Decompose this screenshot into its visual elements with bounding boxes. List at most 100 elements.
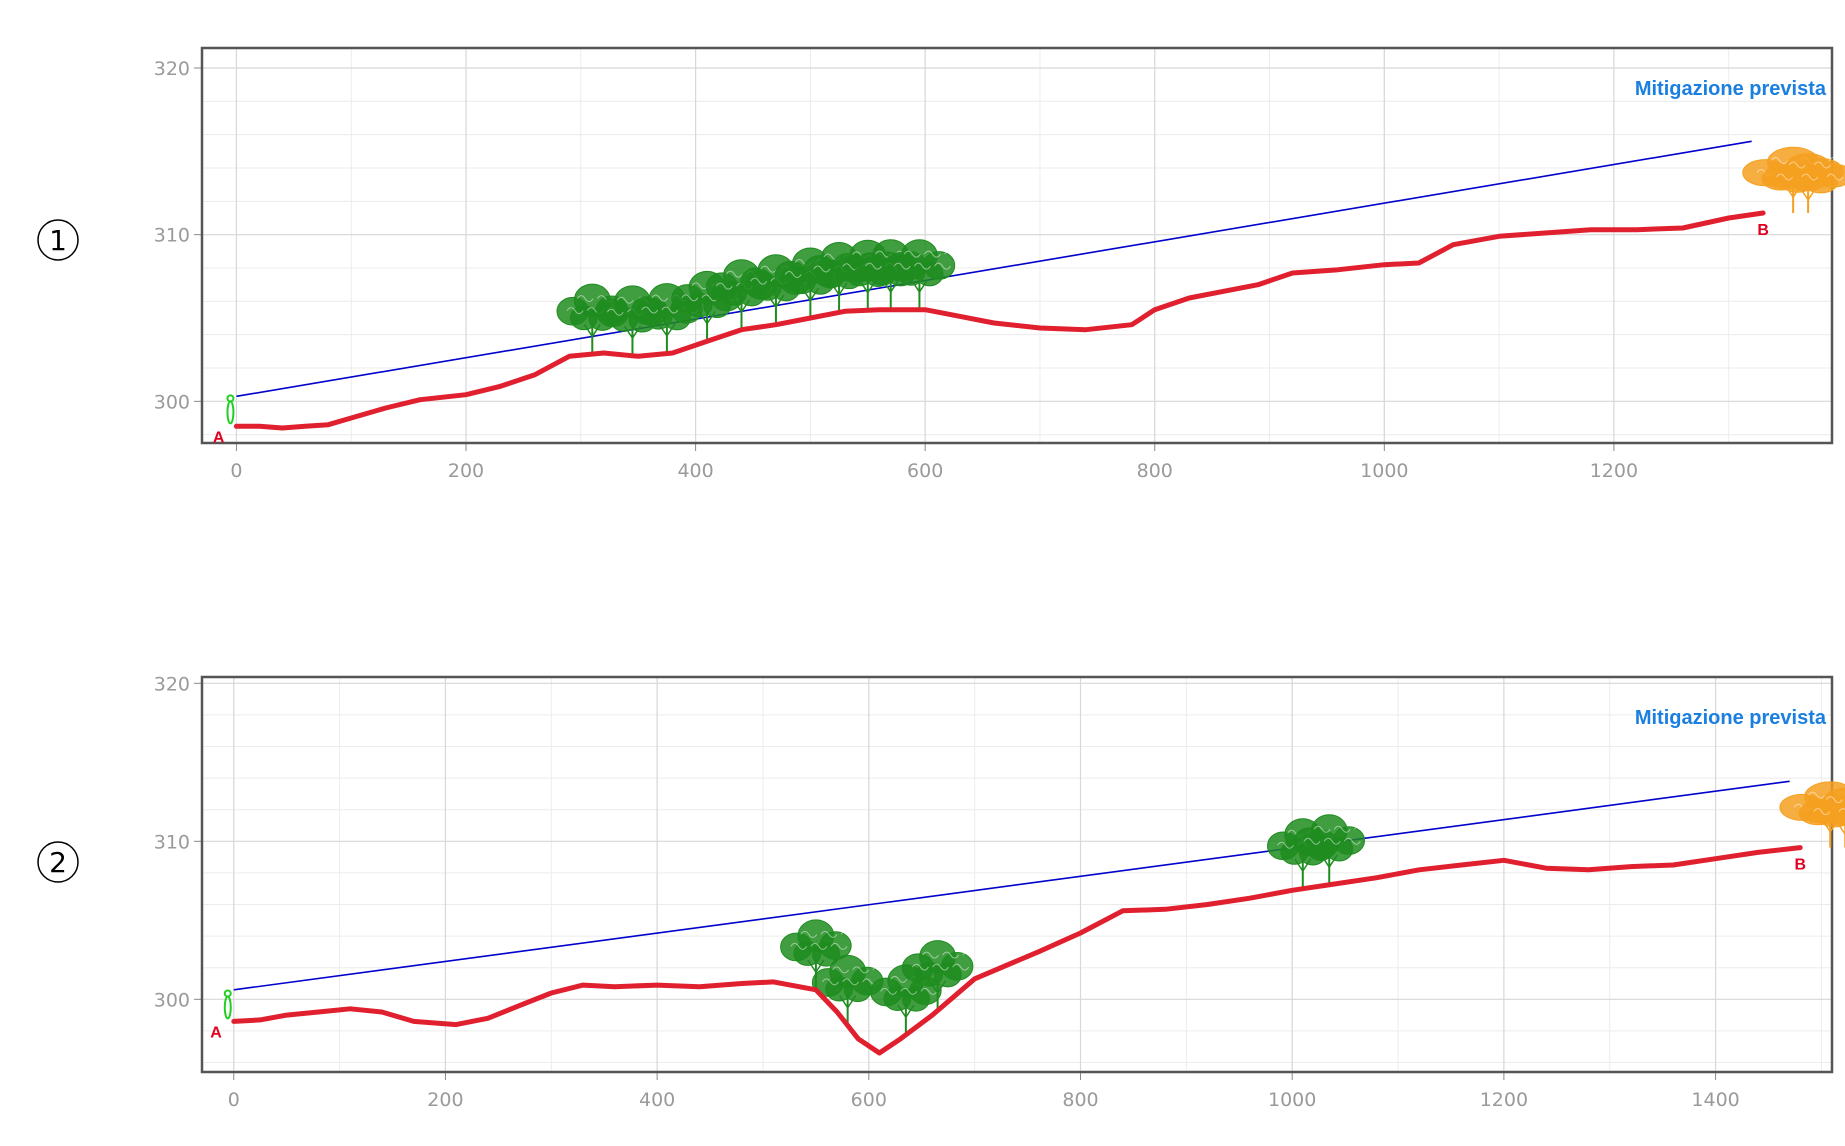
panel-number-circle [37, 841, 79, 883]
x-tick-label: 200 [448, 460, 484, 482]
tree-leaf-detail [641, 306, 659, 314]
tree-leaf-detail [1333, 825, 1351, 833]
tree-leaf-detail [1277, 841, 1294, 849]
tree-leaf-detail [1838, 808, 1845, 812]
tree-leaf-detail [934, 262, 951, 270]
tree-leaf-detail [1813, 808, 1831, 816]
plot-frame [200, 675, 1834, 1074]
tree-leaf-detail [661, 306, 679, 314]
tree-leaf-detail [903, 250, 921, 258]
tree-leaf-detail [852, 966, 870, 974]
tree-leaf-detail [1303, 837, 1321, 845]
tree-leaf-detail [913, 262, 931, 270]
y-tick-label: 310 [154, 831, 190, 853]
panel-number: 2 [49, 846, 67, 879]
tree-leaf-detail [1323, 837, 1341, 845]
tree-leaf-detail [784, 271, 802, 278]
tree-leaf-detail [1771, 157, 1788, 164]
tree-leaf-detail [651, 294, 669, 302]
tree-leaf-detail [924, 250, 941, 258]
sightline [233, 780, 1790, 991]
tree-leaf-detail [962, 951, 980, 959]
tree-leaf-detail [932, 963, 949, 971]
tree-leaf-detail [822, 978, 839, 986]
x-tick-label: 400 [639, 1089, 675, 1111]
tree-leaf-detail [865, 262, 882, 270]
tree-leaf-detail [832, 966, 849, 974]
observer-head [223, 989, 232, 998]
tree-leaf-detail [842, 978, 860, 986]
plot-frame [200, 46, 1834, 445]
tree-leaf-detail [790, 942, 808, 950]
terrain-profile [233, 210, 1766, 431]
tree-leaf-detail [1814, 161, 1831, 169]
y-tick-label: 320 [154, 673, 190, 695]
tree-leaf-detail [1801, 173, 1819, 181]
point-label-a: A [210, 1024, 222, 1041]
tree-green [883, 239, 962, 310]
tree-leaf-detail [1828, 157, 1845, 164]
mitigation-label: Mitigazione prevista [1635, 78, 1827, 100]
tree-leaf-detail [606, 308, 624, 316]
point-label-b: B [1757, 222, 1769, 239]
tree-leaf-detail [1808, 791, 1826, 799]
observer-icon [226, 394, 235, 425]
tree-leaf-detail [1826, 173, 1844, 181]
panel-number: 1 [49, 224, 67, 257]
tree-leaf-detail [1343, 837, 1361, 845]
tree-leaf-detail [800, 930, 818, 938]
tree-green [1293, 814, 1371, 885]
tree-leaf-detail [1313, 825, 1331, 833]
tree-leaf-detail [810, 942, 828, 950]
terrain-profile [231, 845, 1803, 1056]
tree-orange [1800, 787, 1845, 848]
tree-leaf-detail [576, 295, 594, 303]
tree-leaf-detail [701, 294, 719, 302]
x-tick-label: 1400 [1691, 1089, 1739, 1111]
tree-leaf-detail [725, 270, 743, 278]
tree-leaf [1840, 810, 1845, 825]
x-tick-label: 600 [907, 460, 943, 482]
tree-leaf [902, 986, 930, 1012]
y-tick-label: 310 [154, 225, 190, 247]
observer-head [226, 394, 235, 403]
tree-leaf-detail [566, 307, 584, 315]
tree-leaf [1325, 836, 1354, 862]
x-tick-label: 400 [677, 460, 713, 482]
x-tick-label: 1200 [1480, 1089, 1528, 1111]
sightline [236, 140, 1752, 398]
tree-leaf-detail [1825, 796, 1843, 804]
x-tick-label: 0 [230, 460, 242, 482]
tree-leaf-detail [750, 277, 768, 285]
tree-leaf-detail [952, 963, 970, 971]
tree-leaf-detail [813, 265, 831, 273]
x-tick-label: 1000 [1360, 460, 1408, 482]
x-tick-label: 800 [1062, 1089, 1098, 1111]
x-tick-label: 600 [851, 1089, 887, 1111]
tree-leaf [812, 941, 840, 967]
tree-leaf-detail [616, 296, 634, 304]
tree-leaf-detail [715, 282, 733, 290]
plot-area [202, 677, 1832, 1072]
tree-leaf [915, 261, 944, 287]
x-tick-label: 0 [228, 1089, 240, 1111]
tree-leaf-detail [1839, 161, 1845, 166]
tree-leaf-detail [920, 987, 938, 995]
y-tick-label: 320 [154, 58, 190, 80]
tree-leaf-detail [1788, 161, 1806, 169]
tree-leaf [843, 977, 872, 1003]
tree-leaf-detail [890, 975, 908, 983]
tree-leaf-detail [820, 930, 838, 938]
tree-orange [1763, 153, 1845, 213]
tree-leaf [1803, 172, 1839, 194]
plot-area [202, 48, 1832, 443]
observer-icon [223, 989, 232, 1020]
tree-leaf-detail [760, 265, 778, 273]
tree-leaf-detail [1776, 173, 1794, 181]
tree-leaf [933, 962, 962, 988]
tree-leaf-detail [830, 942, 848, 950]
tree-leaf-detail [691, 282, 709, 290]
tree-leaf-detail [1354, 825, 1371, 833]
tree-leaf-detail [681, 294, 699, 302]
